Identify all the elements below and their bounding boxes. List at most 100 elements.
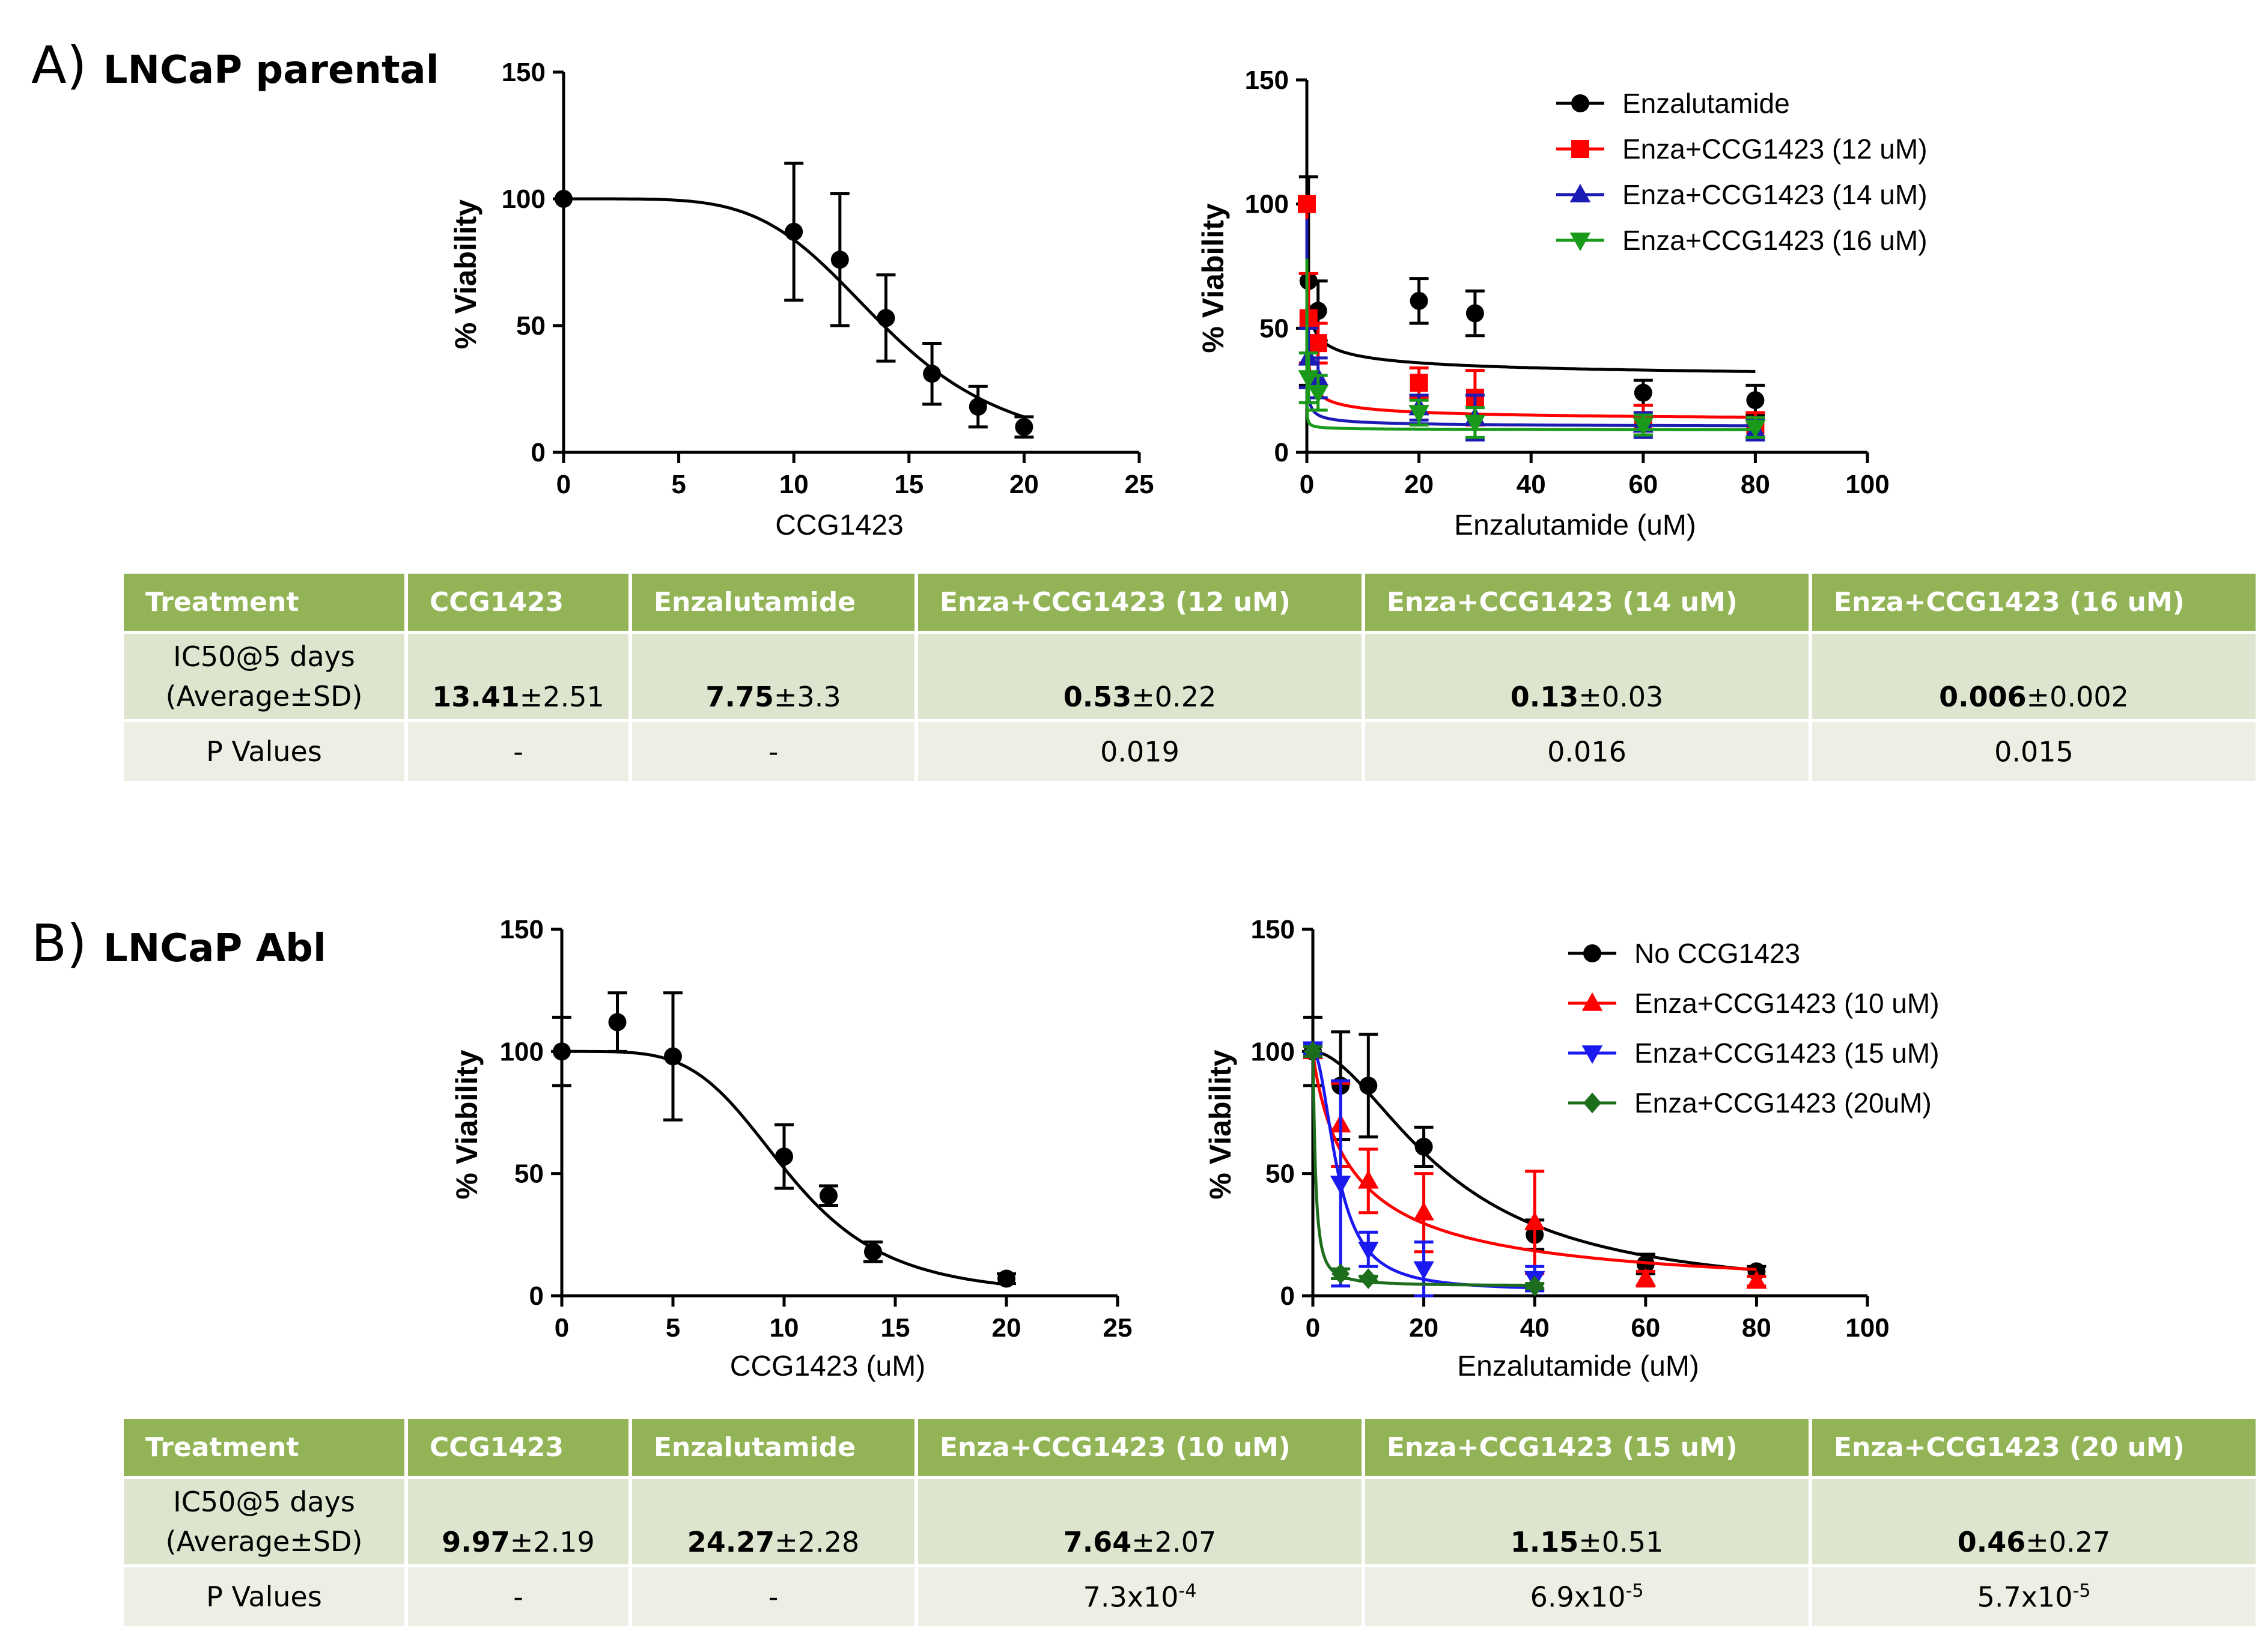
- y-tick-label: 50: [1259, 314, 1289, 343]
- data-point: [877, 309, 895, 327]
- table-header-row: Treatment CCG1423 Enzalutamide Enza+CCG1…: [124, 574, 2256, 631]
- row-label-line1: IC50@5 days: [173, 640, 355, 673]
- legend-marker: [1569, 184, 1591, 202]
- y-tick-label: 0: [529, 1281, 544, 1311]
- p-value: 7.3x10: [1083, 1581, 1179, 1614]
- data-point: [1465, 304, 1484, 323]
- p-value-cell: -: [408, 1567, 628, 1626]
- y-axis-label: % Viability: [450, 1049, 484, 1199]
- x-tick-label: 80: [1742, 1313, 1771, 1343]
- data-point: [1634, 383, 1652, 402]
- table-cell: 24.27±2.28: [632, 1479, 914, 1564]
- header-cell: Treatment: [124, 574, 404, 631]
- y-tick-label: 0: [531, 438, 546, 467]
- x-axis-label: Enzalutamide (uM): [1454, 509, 1696, 541]
- panel-a-letter: A): [31, 35, 87, 96]
- y-tick-label: 50: [516, 311, 546, 341]
- data-point: [1746, 1270, 1767, 1289]
- header-cell: Enzalutamide: [632, 574, 914, 631]
- table-cell: 0.13±0.03: [1365, 634, 1809, 719]
- x-tick-label: 20: [1404, 470, 1434, 499]
- p-value-cell: 0.016: [1365, 722, 1809, 781]
- y-tick-label: 100: [500, 1037, 544, 1066]
- p-value: 0.016: [1547, 735, 1626, 768]
- x-tick-label: 80: [1741, 470, 1770, 499]
- row-label: P Values: [124, 722, 404, 781]
- legend: No CCG1423 Enza+CCG1423 (10 uM) Enza+CCG14…: [1568, 938, 1940, 1119]
- x-tick-label: 60: [1628, 470, 1658, 499]
- p-value: 6.9x10: [1530, 1581, 1626, 1614]
- y-axis-label: % Viability: [449, 199, 482, 349]
- ic50-mean: 0.13: [1510, 681, 1579, 713]
- data-point: [1015, 418, 1033, 436]
- y-tick-label: 150: [502, 58, 546, 87]
- ic50-mean: 24.27: [687, 1526, 775, 1558]
- p-value-cell: -: [632, 1567, 914, 1626]
- p-value: 5.7x10: [1977, 1581, 2073, 1614]
- table-cell: 0.006±0.002: [1812, 634, 2256, 719]
- x-tick-label: 40: [1517, 470, 1546, 499]
- p-value-cell: -: [408, 722, 628, 781]
- ic50-sd: ±0.22: [1131, 681, 1217, 713]
- header-cell: Enzalutamide: [632, 1419, 914, 1476]
- row-label-line1: IC50@5 days: [173, 1486, 355, 1518]
- p-value-cell: -: [632, 722, 914, 781]
- header-cell: Enza+CCG1423 (20 uM): [1812, 1419, 2256, 1476]
- legend-label: Enza+CCG1423 (16 uM): [1622, 225, 1928, 256]
- panel-b-title: LNCaP Abl: [103, 926, 326, 971]
- row-label: P Values: [124, 1567, 404, 1626]
- ic50-mean: 13.41: [432, 681, 520, 713]
- fit-curve: [1311, 1051, 1757, 1271]
- data-point: [555, 190, 573, 208]
- ic50-sd: ±2.28: [774, 1526, 860, 1558]
- legend-label: No CCG1423: [1634, 938, 1800, 969]
- data-point: [1359, 1268, 1378, 1289]
- legend: Enzalutamide Enza+CCG1423 (12 uM) Enza+CCG…: [1556, 88, 1928, 256]
- data-point: [830, 251, 849, 269]
- y-tick-label: 150: [500, 915, 544, 944]
- table-row: IC50@5 days (Average±SD) 9.97±2.19 24.27±…: [124, 1479, 2256, 1564]
- data-point: [1414, 1137, 1433, 1156]
- data-point: [1298, 195, 1316, 213]
- x-tick-label: 100: [1845, 470, 1889, 499]
- ic50-mean: 7.75: [705, 681, 774, 713]
- ic50-table-b: Treatment CCG1423 Enzalutamide Enza+CCG1…: [120, 1416, 2259, 1629]
- p-value-cell: 0.015: [1812, 722, 2256, 781]
- x-tick-label: 5: [671, 470, 686, 499]
- x-tick-label: 40: [1520, 1313, 1550, 1343]
- panel-b-letter: B): [31, 914, 87, 974]
- data-point: [1307, 385, 1328, 404]
- y-tick-label: 0: [1280, 1281, 1295, 1311]
- row-label-line2: (Average±SD): [165, 1525, 363, 1558]
- data-point: [1746, 391, 1765, 410]
- data-point: [1745, 419, 1766, 439]
- legend-marker: [1583, 944, 1601, 962]
- x-tick-label: 25: [1103, 1313, 1133, 1343]
- x-axis-label: CCG1423 (uM): [730, 1350, 925, 1382]
- chart-a1: 0 5 10 15 20 25 0 50 100 150 CCG1423 % Viability: [449, 58, 1154, 541]
- data-point: [923, 365, 942, 383]
- header-cell: CCG1423: [408, 574, 628, 631]
- row-label-line2: (Average±SD): [165, 680, 363, 712]
- p-value-cell: 6.9x10-5: [1365, 1567, 1809, 1626]
- y-tick-label: 50: [514, 1159, 544, 1189]
- data-point: [785, 222, 803, 241]
- p-value-cell: 7.3x10-4: [918, 1567, 1362, 1626]
- x-tick-label: 0: [1306, 1313, 1320, 1343]
- data-point: [1408, 405, 1429, 424]
- p-value: -: [768, 735, 779, 768]
- y-tick-label: 100: [502, 184, 546, 214]
- y-tick-label: 0: [1274, 438, 1289, 467]
- table-cell: 9.97±2.19: [408, 1479, 628, 1564]
- table-row: P Values - - 0.019 0.016 0.015: [124, 722, 2256, 781]
- p-value-exponent: -5: [1625, 1580, 1644, 1602]
- x-tick-label: 20: [1009, 470, 1039, 499]
- y-tick-label: 150: [1245, 65, 1289, 95]
- header-cell: Enza+CCG1423 (15 uM): [1365, 1419, 1809, 1476]
- chart-a2: 0 20 40 60 80 100 0 50 100 150 Enzalutamide (uM) % …: [1196, 65, 1928, 541]
- header-cell: Enza+CCG1423 (12 uM): [918, 574, 1362, 631]
- data-point: [608, 1013, 627, 1031]
- ic50-sd: ±3.3: [773, 681, 841, 713]
- row-label: IC50@5 days (Average±SD): [124, 634, 404, 719]
- x-tick-label: 0: [556, 470, 571, 499]
